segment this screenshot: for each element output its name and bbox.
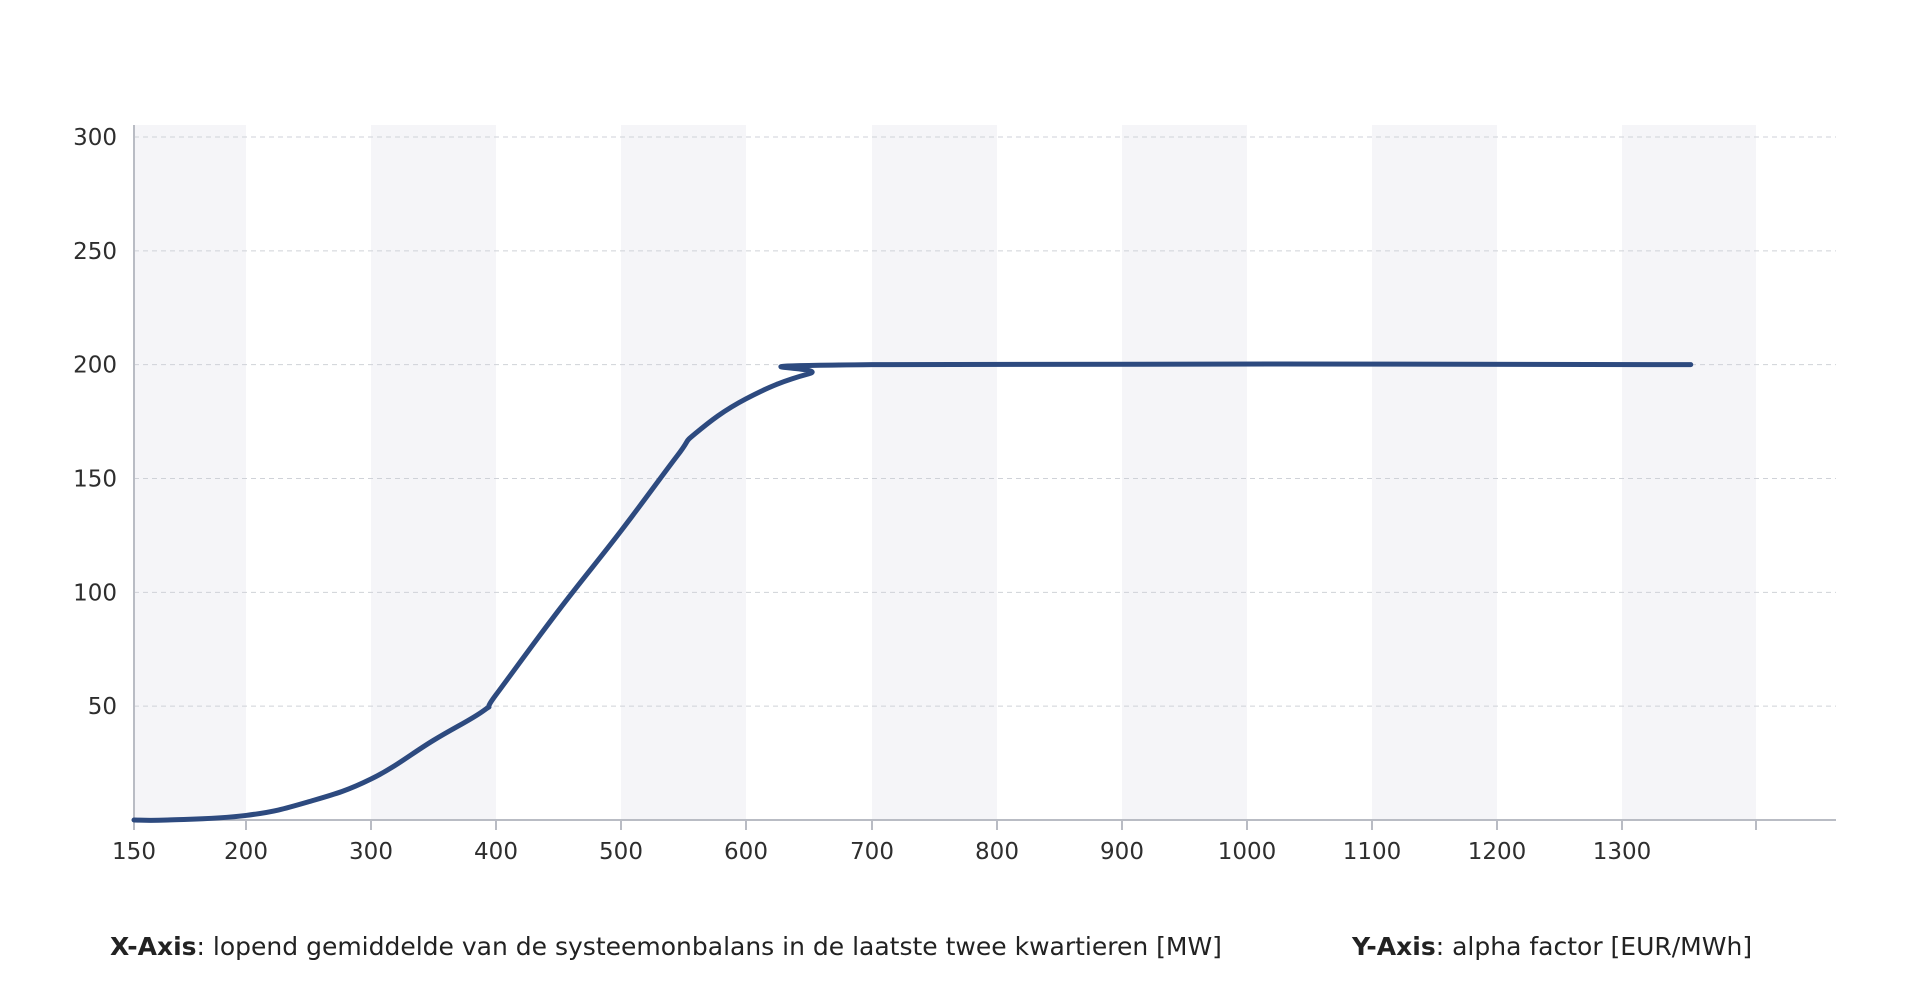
y-tick-label: 150 [73,467,117,493]
tick-labels: 150 200 300 400 500 600 700 800 900 1000 1100 1200 1… [73,125,1651,865]
x-axis-caption: X-Axis: lopend gemiddelde van de systeem… [110,932,1222,961]
x-tick-label: 500 [599,839,643,865]
background-band [1622,125,1756,820]
x-tick-label: 400 [474,839,518,865]
y-axis-caption-label: Y-Axis [1352,932,1436,961]
y-tick-label: 250 [73,239,117,265]
background-bands [134,125,1756,820]
x-tick-label: 200 [224,839,268,865]
x-tick-label: 700 [850,839,894,865]
background-band [1122,125,1247,820]
background-band [1372,125,1497,820]
x-axis-caption-text: : lopend gemiddelde van de systeemonbala… [196,932,1222,961]
y-axis-caption-text: : alpha factor [EUR/MWh] [1435,932,1753,961]
y-tick-label: 50 [88,694,117,720]
x-tick-label: 800 [975,839,1019,865]
x-tick-label: 1300 [1593,839,1652,865]
series-line [131,361,1694,823]
y-tick-label: 200 [73,353,117,379]
x-tick-label: 1000 [1218,839,1277,865]
x-axis-caption-label: X-Axis [110,932,197,961]
x-tick-label: 900 [1100,839,1144,865]
x-tick-label: 1200 [1468,839,1527,865]
background-band [134,125,246,820]
axes [133,125,1836,830]
y-tick-label: 300 [73,125,117,151]
x-tick-label: 300 [349,839,393,865]
background-band [621,125,746,820]
series-layer [131,361,1694,823]
background-band [872,125,997,820]
x-tick-label: 600 [724,839,768,865]
background-band [371,125,496,820]
x-tick-label: 1100 [1343,839,1402,865]
x-tick-label: 150 [112,839,156,865]
y-axis-caption: Y-Axis: alpha factor [EUR/MWh] [1352,932,1752,961]
y-tick-label: 100 [73,580,117,606]
